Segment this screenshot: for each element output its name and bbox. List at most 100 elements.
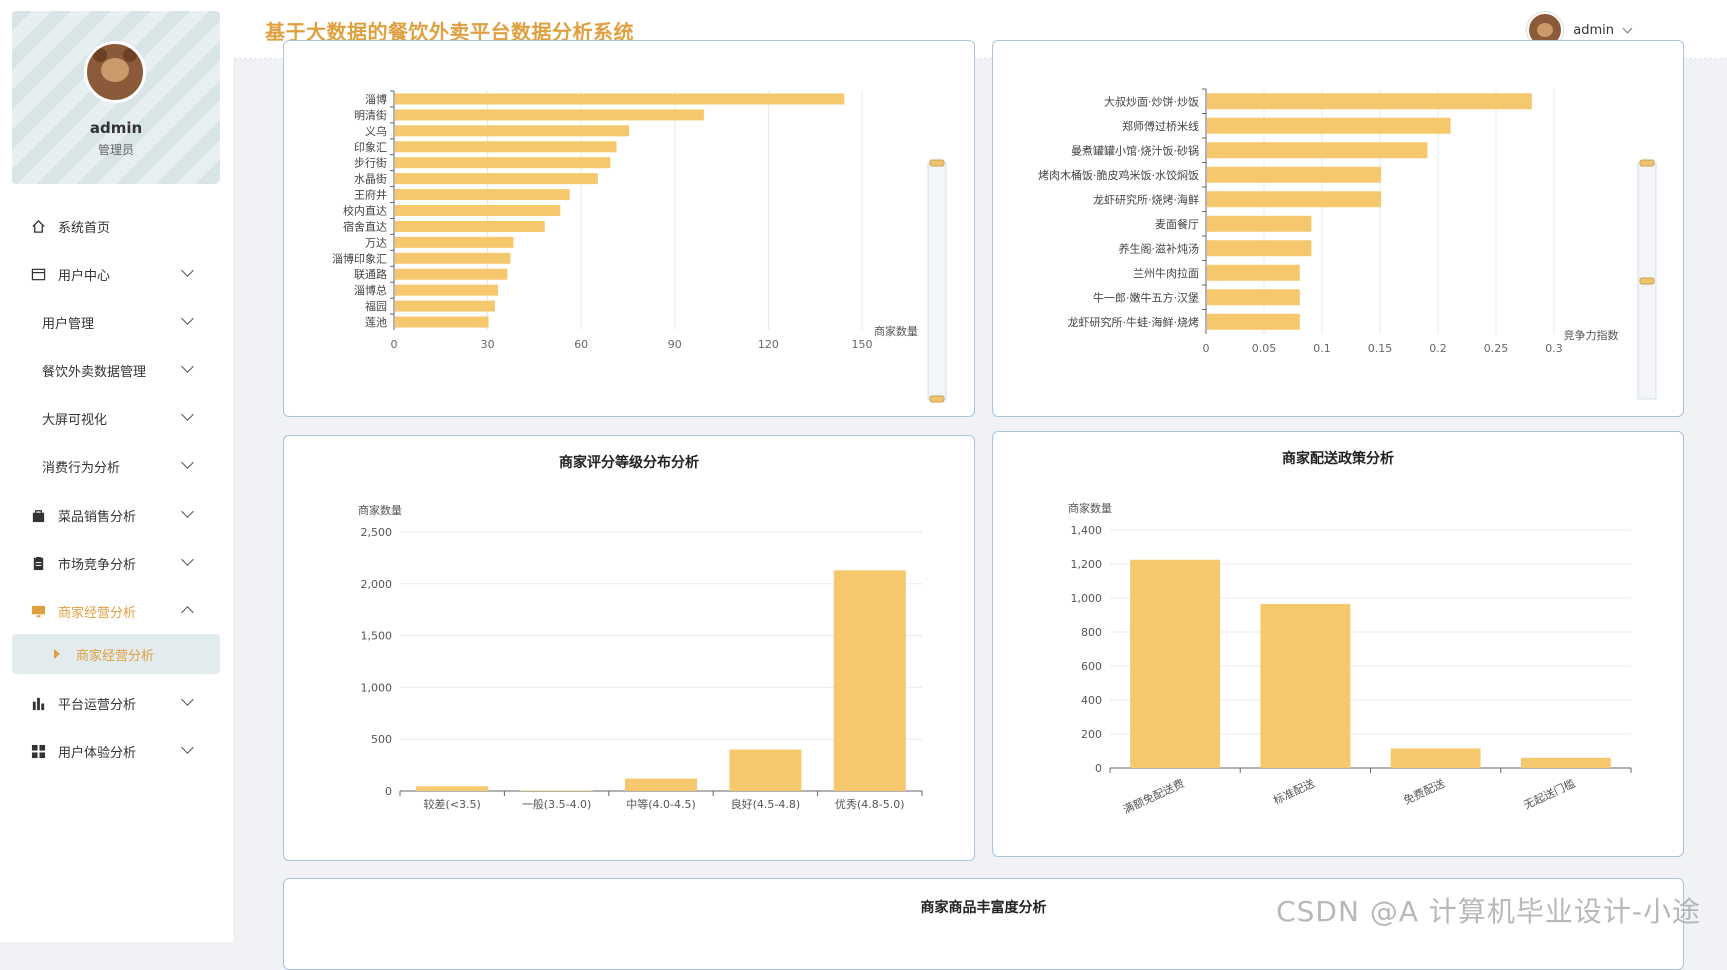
chevron-down-icon[interactable] xyxy=(1622,23,1633,33)
y-tick-label: 1,000 xyxy=(361,681,393,694)
chevron-down-icon[interactable] xyxy=(181,553,194,566)
bag-icon xyxy=(30,507,46,523)
avatar[interactable] xyxy=(84,41,146,103)
x-tick-label: 150 xyxy=(852,338,873,351)
bar xyxy=(1207,166,1381,183)
category-label: 良好(4.5-4.8) xyxy=(731,797,801,811)
category-label: 无起送门槛 xyxy=(1521,776,1577,812)
category-label: 烤肉木桶饭·脆皮鸡米饭·水饺焖饭 xyxy=(1038,168,1199,182)
zoom-slider-handle-top xyxy=(929,159,945,167)
bar xyxy=(1207,289,1300,306)
profile-card: admin 管理员 xyxy=(12,11,220,184)
x-axis-label: 商家数量 xyxy=(874,324,918,338)
y-axis-label: 商家数量 xyxy=(1068,501,1112,515)
bar xyxy=(1207,264,1300,281)
chevron-down-icon[interactable] xyxy=(181,264,194,277)
category-label: 优秀(4.8-5.0) xyxy=(835,798,905,811)
sidebar: admin 管理员 系统首页用户中心用户管理餐饮外卖数据管理 大屏可视化消费行为分… xyxy=(0,0,235,942)
chevron-down-icon[interactable] xyxy=(181,741,194,754)
category-label: 淄博总 xyxy=(354,283,387,297)
monitor-icon xyxy=(30,603,46,619)
category-label: 免费配送 xyxy=(1401,776,1447,807)
bar xyxy=(729,749,802,791)
y-tick-label: 600 xyxy=(1081,660,1102,673)
bar xyxy=(1207,142,1428,159)
category-label: 一般(3.5-4.0) xyxy=(522,798,592,811)
chevron-down-icon[interactable] xyxy=(181,408,194,421)
x-tick-label: 90 xyxy=(668,338,682,351)
bar xyxy=(395,205,561,216)
sidebar-item-11[interactable]: 用户体验分析 xyxy=(12,731,220,771)
chart-title-3: 商家评分等级分布分析 xyxy=(559,455,699,471)
sidebar-item-0[interactable]: 系统首页 xyxy=(12,206,220,246)
category-label: 校内直达 xyxy=(343,204,387,218)
chevron-down-icon[interactable] xyxy=(181,312,194,325)
zoom-slider-handle-bottom xyxy=(1639,277,1655,285)
bar xyxy=(395,220,545,232)
category-label: 福园 xyxy=(365,299,387,313)
category-label: 麦面餐厅 xyxy=(1155,217,1199,231)
sidebar-subitem-merchant-analysis[interactable]: 商家经营分析 xyxy=(12,634,220,674)
y-tick-label: 2,500 xyxy=(361,526,393,539)
sidebar-item-label: 消费行为分析 xyxy=(42,460,121,476)
category-label: 淄博 xyxy=(365,93,387,106)
chevron-down-icon[interactable] xyxy=(181,456,194,469)
chart-area-bar-2: 0 0.05 0.1 0.15 0.2 0.25 0.3 大叔炒面·炒饼·炒饭郑师傅过桥米线曼… xyxy=(1038,88,1657,400)
sidebar-item-3[interactable]: 餐饮外卖数据管理 xyxy=(12,350,220,390)
sidebar-item-label: 用户管理 xyxy=(42,316,95,332)
bar xyxy=(1520,757,1611,768)
bar xyxy=(833,570,906,791)
sidebar-item-2[interactable]: 用户管理 xyxy=(12,302,220,342)
y-tick-label: 500 xyxy=(371,733,392,746)
x-tick-label: 0.25 xyxy=(1484,342,1509,355)
category-label: 水晶街 xyxy=(354,172,387,186)
category-label: 步行街 xyxy=(354,156,387,170)
bar xyxy=(395,300,495,312)
category-label: 宿舍直达 xyxy=(343,219,387,233)
x-axis-label: 竞争力指数 xyxy=(1564,328,1619,342)
category-label: 莲池 xyxy=(365,316,387,329)
page-scrollbar[interactable] xyxy=(1713,58,1723,942)
bar xyxy=(395,316,489,328)
sidebar-item-6[interactable]: 菜品销售分析 xyxy=(12,495,220,535)
bar xyxy=(1260,603,1351,768)
category-label: 兰州牛肉拉面 xyxy=(1133,266,1199,280)
y-tick-label: 0 xyxy=(1095,762,1102,775)
x-tick-label: 30 xyxy=(481,338,495,351)
sidebar-item-1[interactable]: 用户中心 xyxy=(12,254,220,294)
chart-title-4: 商家配送政策分析 xyxy=(1282,451,1394,467)
sidebar-item-8[interactable]: 商家经营分析 xyxy=(12,591,220,631)
sidebar-item-label: 商家经营分析 xyxy=(76,648,155,664)
category-label: 义乌 xyxy=(365,124,387,138)
sidebar-item-label: 系统首页 xyxy=(58,220,111,236)
bar-chart-icon xyxy=(30,695,46,711)
bar xyxy=(395,141,617,153)
sidebar-item-4[interactable]: 大屏可视化 xyxy=(12,398,220,438)
sidebar-item-10[interactable]: 平台运营分析 xyxy=(12,683,220,723)
bar xyxy=(395,173,598,185)
bar xyxy=(395,284,498,296)
chevron-up-icon[interactable] xyxy=(181,606,194,619)
category-label: 万达 xyxy=(365,236,387,249)
bar xyxy=(395,252,511,264)
category-label: 王府井 xyxy=(354,188,387,202)
category-label: 大叔炒面·炒饼·炒饭 xyxy=(1104,94,1199,108)
x-tick-label: 120 xyxy=(758,338,779,351)
chevron-down-icon[interactable] xyxy=(181,505,194,518)
y-tick-label: 1,400 xyxy=(1071,524,1103,537)
category-label: 满额免配送费 xyxy=(1121,776,1187,817)
sidebar-item-5[interactable]: 消费行为分析 xyxy=(12,446,220,486)
sidebar-item-label: 平台运营分析 xyxy=(58,697,137,713)
header-username[interactable]: admin xyxy=(1573,22,1614,38)
x-tick-label: 0.2 xyxy=(1429,342,1447,355)
sidebar-item-7[interactable]: 市场竞争分析 xyxy=(12,543,220,583)
chevron-down-icon[interactable] xyxy=(181,360,194,373)
bar xyxy=(395,236,514,248)
bar xyxy=(1207,215,1312,232)
home-icon xyxy=(30,218,46,234)
category-label: 郑师傅过桥米线 xyxy=(1122,119,1199,133)
chevron-down-icon[interactable] xyxy=(181,693,194,706)
bar xyxy=(1207,191,1381,208)
category-label: 养生阁·滋补炖汤 xyxy=(1119,241,1200,255)
